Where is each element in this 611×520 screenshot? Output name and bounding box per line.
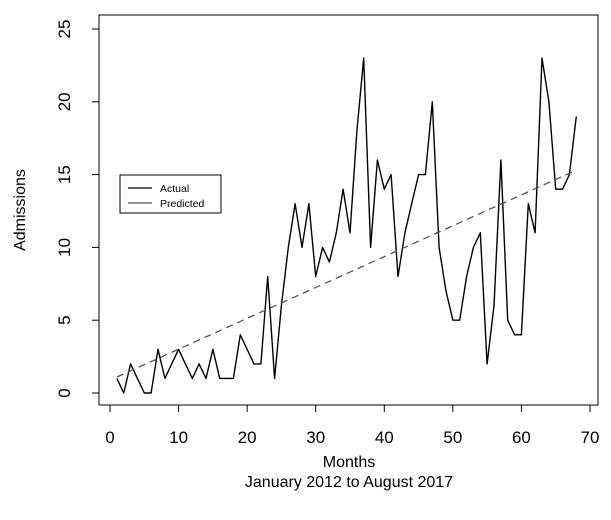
y-axis-title: Admissions — [12, 169, 29, 251]
legend-box — [119, 174, 222, 214]
x-tick-label: 20 — [238, 428, 257, 447]
y-tick-label: 5 — [55, 315, 74, 324]
plot-frame — [98, 14, 599, 406]
x-tick-label: 0 — [105, 428, 114, 447]
series-layer — [116, 57, 577, 394]
x-axis: 0 10 20 30 40 50 60 70 — [105, 405, 599, 447]
series-actual-line — [116, 57, 577, 394]
x-tick-label: 60 — [512, 428, 531, 447]
x-tick-label: 10 — [169, 428, 188, 447]
x-axis-title: Months — [323, 454, 375, 471]
x-tick-label: 30 — [306, 428, 325, 447]
x-axis-subtitle: January 2012 to August 2017 — [245, 474, 453, 491]
legend-label-predicted: Predicted — [160, 198, 205, 210]
y-tick-label: 25 — [55, 20, 74, 39]
y-axis: 0 5 10 15 20 25 — [55, 20, 99, 398]
y-tick-label: 0 — [55, 388, 74, 397]
legend: Actual Predicted — [119, 174, 222, 214]
y-tick-label: 20 — [55, 92, 74, 111]
x-tick-label: 50 — [443, 428, 462, 447]
x-tick-label: 70 — [581, 428, 600, 447]
y-tick-label: 15 — [55, 165, 74, 184]
x-tick-label: 40 — [375, 428, 394, 447]
legend-label-actual: Actual — [160, 183, 189, 195]
y-tick-label: 10 — [55, 238, 74, 257]
